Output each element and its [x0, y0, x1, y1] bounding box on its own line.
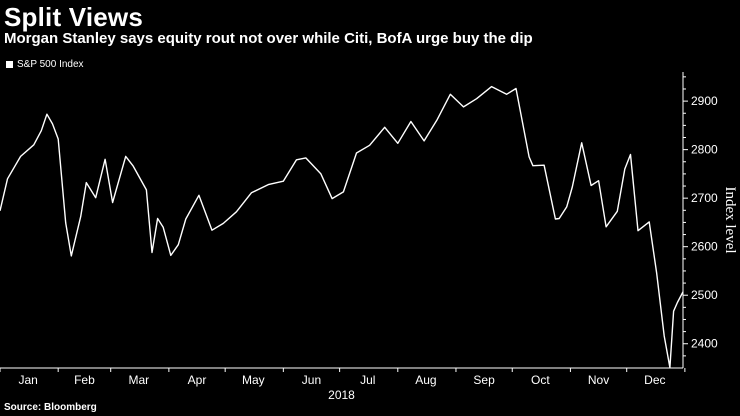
y-tick-label: 2800 [691, 143, 718, 157]
x-axis-title: 2018 [328, 388, 355, 402]
x-tick-label: Mar [129, 373, 150, 387]
source-note: Source: Bloomberg [4, 402, 97, 413]
legend-label: S&P 500 Index [17, 59, 84, 70]
x-tick-label: Dec [644, 373, 665, 387]
x-tick-label: Jan [18, 373, 37, 387]
x-tick-label: Apr [188, 373, 207, 387]
y-tick-label: 2400 [691, 337, 718, 351]
series-line-sp500 [0, 85, 684, 369]
legend-swatch [6, 61, 13, 68]
y-axis-title: Index level [722, 186, 738, 253]
y-tick-label: 2700 [691, 191, 718, 205]
y-tick-label: 2500 [691, 288, 718, 302]
x-tick-label: Feb [74, 373, 95, 387]
x-tick-label: Jun [302, 373, 321, 387]
chart-legend: S&P 500 Index [6, 59, 84, 70]
chart-subtitle: Morgan Stanley says equity rout not over… [4, 30, 533, 47]
chart-title: Split Views [4, 2, 143, 32]
x-tick-label: Sep [473, 373, 495, 387]
x-tick-label: Aug [415, 373, 436, 387]
x-tick-label: Nov [588, 373, 609, 387]
x-tick-label: Oct [531, 373, 550, 387]
x-tick-label: May [242, 373, 265, 387]
y-tick-label: 2900 [691, 94, 718, 108]
x-tick-label: Jul [360, 373, 375, 387]
y-tick-label: 2600 [691, 240, 718, 254]
